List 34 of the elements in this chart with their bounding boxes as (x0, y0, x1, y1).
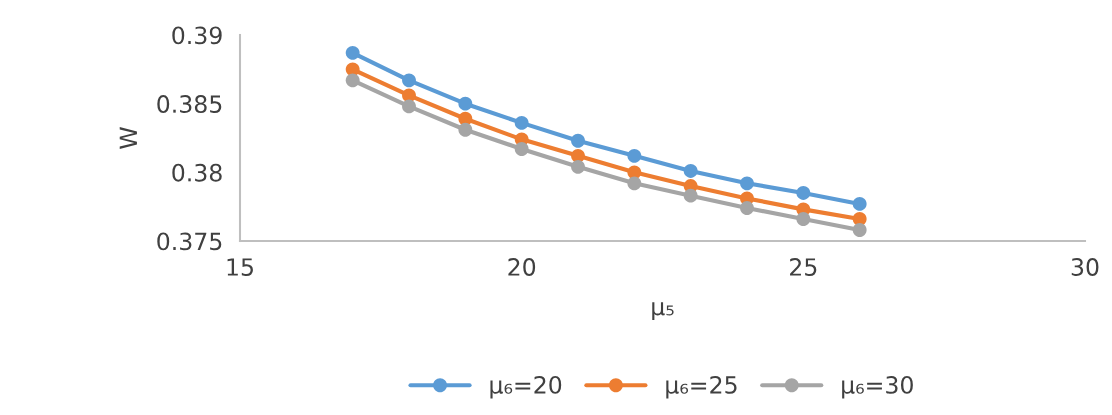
x-tick-label: 30 (1071, 258, 1099, 276)
point (740, 176, 754, 191)
point (571, 159, 585, 174)
point (852, 223, 867, 237)
legend-label: μ₆=30 (842, 375, 913, 399)
x-axis-title: μ₅ (652, 302, 674, 321)
y-tick-label: 0.385 (157, 95, 222, 113)
y-tick-label: 0.375 (157, 232, 222, 251)
x-tick-label: 25 (790, 258, 817, 276)
x-tick-label: 15 (227, 258, 253, 276)
point (402, 73, 416, 88)
y-tick-label: 0.39 (172, 26, 222, 45)
point (514, 142, 529, 156)
point (458, 122, 473, 137)
x-tick-label: 20 (508, 258, 536, 276)
point (796, 212, 811, 226)
legend-label: μ₆=25 (666, 375, 737, 399)
point (683, 188, 698, 203)
point (402, 88, 416, 103)
point (740, 201, 754, 215)
point (683, 164, 698, 178)
y-tick-label: 0.38 (172, 163, 222, 182)
point (852, 196, 867, 211)
point (345, 73, 360, 88)
point (345, 45, 360, 60)
point (627, 148, 642, 163)
point (514, 115, 529, 130)
point (571, 133, 585, 148)
point (458, 96, 473, 111)
point (402, 99, 416, 114)
y-axis-title: W (119, 127, 137, 149)
point (627, 176, 642, 191)
point (796, 185, 811, 200)
legend-label: μ₆=20 (490, 375, 562, 399)
